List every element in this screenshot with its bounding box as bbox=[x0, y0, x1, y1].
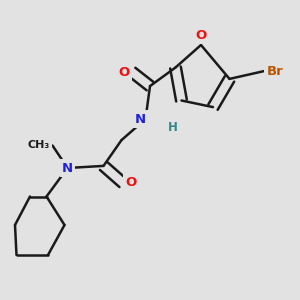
Text: H: H bbox=[168, 121, 178, 134]
Text: CH₃: CH₃ bbox=[28, 140, 50, 151]
Text: O: O bbox=[195, 29, 207, 42]
Text: N: N bbox=[134, 112, 146, 126]
Text: N: N bbox=[62, 161, 73, 175]
Text: O: O bbox=[118, 65, 130, 79]
Text: Br: Br bbox=[266, 64, 283, 78]
Text: O: O bbox=[125, 176, 136, 190]
